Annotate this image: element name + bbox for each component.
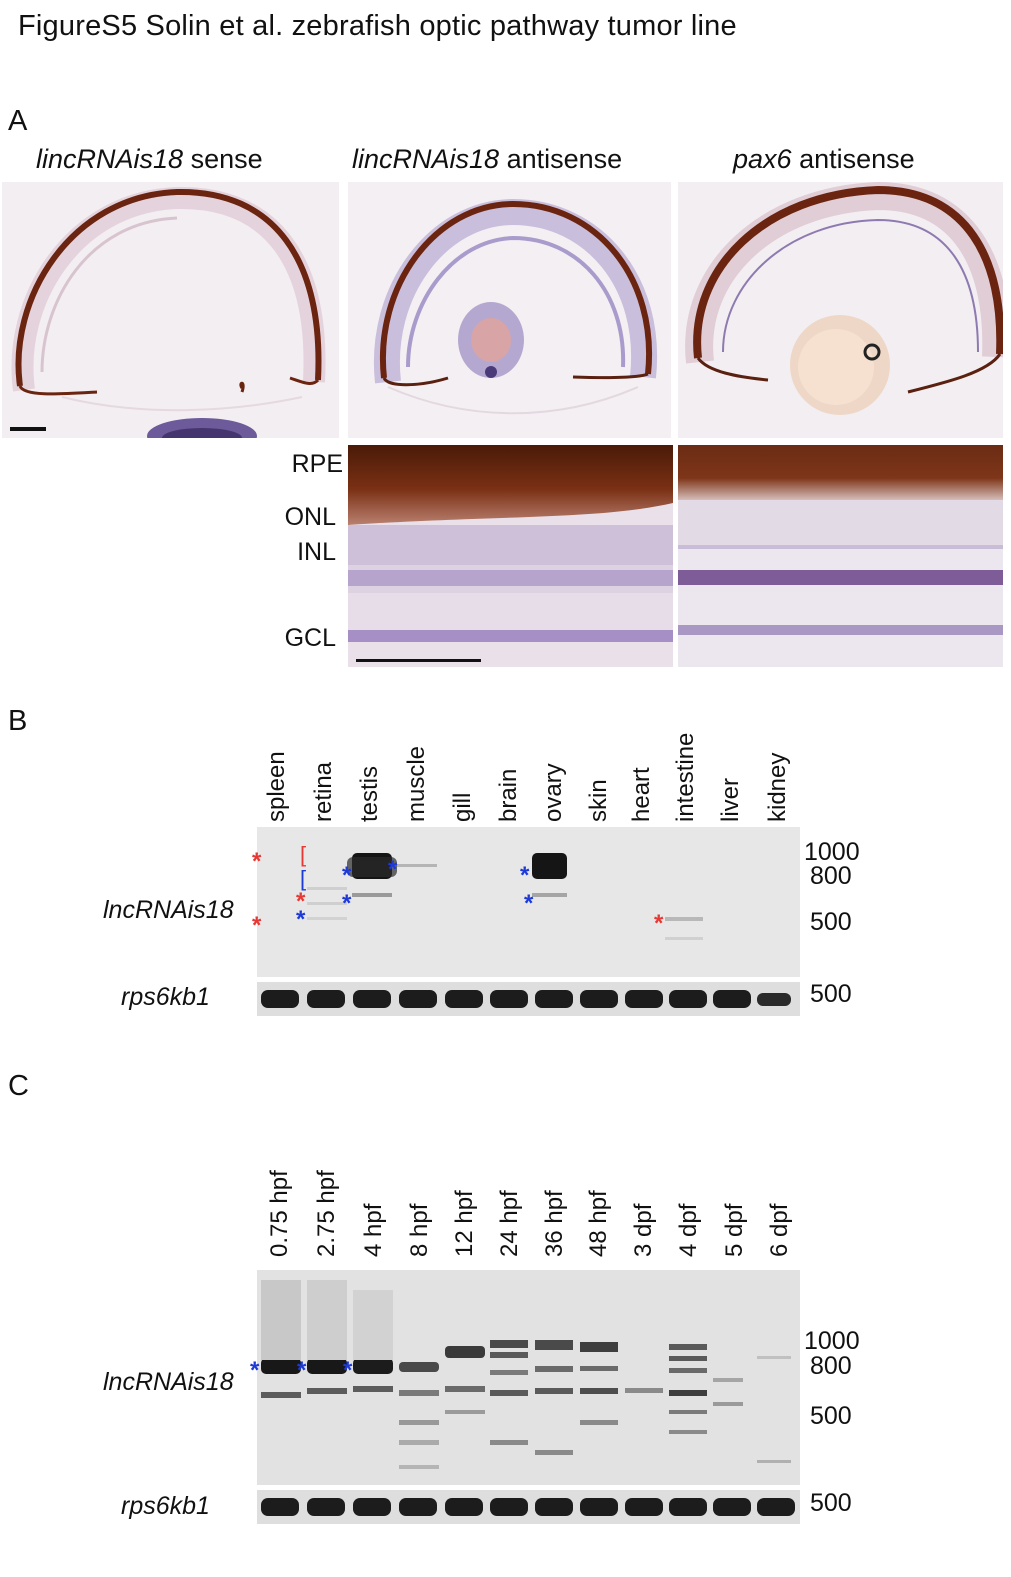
marker-b-1000: 1000 xyxy=(804,838,860,866)
lane-label-6dpf: 6 dpf xyxy=(766,1203,793,1257)
gel-c-top xyxy=(257,1270,800,1485)
asterisk-blue: * xyxy=(388,856,398,883)
asterisk-blue: * xyxy=(297,1357,307,1384)
asterisk-blue: * xyxy=(520,862,530,889)
gel-b-top xyxy=(257,827,800,977)
marker-c-500: 500 xyxy=(810,1402,852,1430)
lane-label-brain: brain xyxy=(495,768,522,822)
retina-zoom-pax6 xyxy=(678,445,1003,667)
gene-label-b-bottom: rps6kb1 xyxy=(121,983,210,1011)
lane-label-4hpf: 4 hpf xyxy=(360,1203,387,1257)
lane-label-4dpf: 4 dpf xyxy=(675,1203,702,1257)
retina-zoom-antisense xyxy=(348,445,673,667)
marker-b-500: 500 xyxy=(810,908,852,936)
header-2-gene: lincRNAis18 xyxy=(352,144,500,174)
marker-b-bottom-500: 500 xyxy=(810,980,852,1008)
lane-label-36hpf: 36 hpf xyxy=(541,1190,568,1257)
panel-a-letter: A xyxy=(8,105,28,137)
panel-a-header-1: lincRNAis18 sense xyxy=(36,144,263,175)
lane-label-12hpf: 12 hpf xyxy=(451,1190,478,1257)
lane-label-kidney: kidney xyxy=(764,752,791,822)
lane-label-intestine: intestine xyxy=(672,732,699,822)
asterisk-red: * xyxy=(296,888,306,915)
asterisk-blue: * xyxy=(342,890,352,917)
lane-label-testis: testis xyxy=(356,765,383,822)
panel-a-header-3: pax6 antisense xyxy=(733,144,915,175)
bracket-blue: [ xyxy=(300,866,307,891)
asterisk-blue: * xyxy=(342,862,352,889)
asterisk-blue: * xyxy=(343,1357,353,1384)
asterisk-blue: * xyxy=(250,1357,260,1384)
lane-label-retina: retina xyxy=(310,761,337,822)
header-3-suffix: antisense xyxy=(791,144,915,174)
header-1-gene: lincRNAis18 xyxy=(36,144,184,174)
lane-label-8hpf: 8 hpf xyxy=(406,1203,433,1257)
lane-label-muscle: muscle xyxy=(403,745,430,822)
panel-b-letter: B xyxy=(8,705,28,737)
gene-label-c-top: lncRNAis18 xyxy=(103,1368,234,1396)
micrograph-antisense xyxy=(348,182,671,438)
figure-title: FigureS5 Solin et al. zebrafish optic pa… xyxy=(18,10,737,42)
layer-label-inl: INL xyxy=(297,538,336,566)
bracket-red: [ xyxy=(300,842,307,867)
lane-label-5dpf: 5 dpf xyxy=(721,1203,748,1257)
lane-label-2.75hpf: 2.75 hpf xyxy=(313,1170,340,1257)
gel-b-bottom xyxy=(257,982,800,1016)
marker-c-800: 800 xyxy=(810,1352,852,1380)
micrograph-pax6 xyxy=(678,182,1003,438)
header-1-suffix: sense xyxy=(183,144,263,174)
gel-c-bottom xyxy=(257,1490,800,1524)
header-3-gene: pax6 xyxy=(733,144,792,174)
lane-label-liver: liver xyxy=(717,777,744,822)
asterisk-red: * xyxy=(252,848,262,875)
panel-c-letter: C xyxy=(8,1070,29,1102)
micrograph-sense xyxy=(2,182,339,438)
marker-b-800: 800 xyxy=(810,862,852,890)
asterisk-blue: * xyxy=(524,890,534,917)
gene-label-c-bottom: rps6kb1 xyxy=(121,1492,210,1520)
gene-label-b-top: lncRNAis18 xyxy=(103,896,234,924)
layer-label-onl: ONL xyxy=(284,503,336,531)
marker-c-bottom-500: 500 xyxy=(810,1489,852,1517)
lane-label-48hpf: 48 hpf xyxy=(585,1190,612,1257)
header-2-suffix: antisense xyxy=(499,144,623,174)
lane-label-3dpf: 3 dpf xyxy=(630,1203,657,1257)
lane-label-0.75hpf: 0.75 hpf xyxy=(266,1170,293,1257)
marker-c-1000: 1000 xyxy=(804,1327,860,1355)
asterisk-blue: * xyxy=(296,906,306,933)
layer-label-gcl: GCL xyxy=(284,624,336,652)
lane-label-skin: skin xyxy=(585,779,612,822)
lane-label-ovary: ovary xyxy=(540,763,567,822)
lane-label-24hpf: 24 hpf xyxy=(496,1190,523,1257)
asterisk-red: * xyxy=(654,910,664,937)
lane-label-spleen: spleen xyxy=(263,751,290,822)
lane-label-heart: heart xyxy=(628,767,655,822)
asterisk-red: * xyxy=(252,912,262,939)
lane-label-gill: gill xyxy=(449,792,476,822)
layer-label-rpe: RPE xyxy=(291,450,343,478)
panel-a-header-2: lincRNAis18 antisense xyxy=(352,144,622,175)
